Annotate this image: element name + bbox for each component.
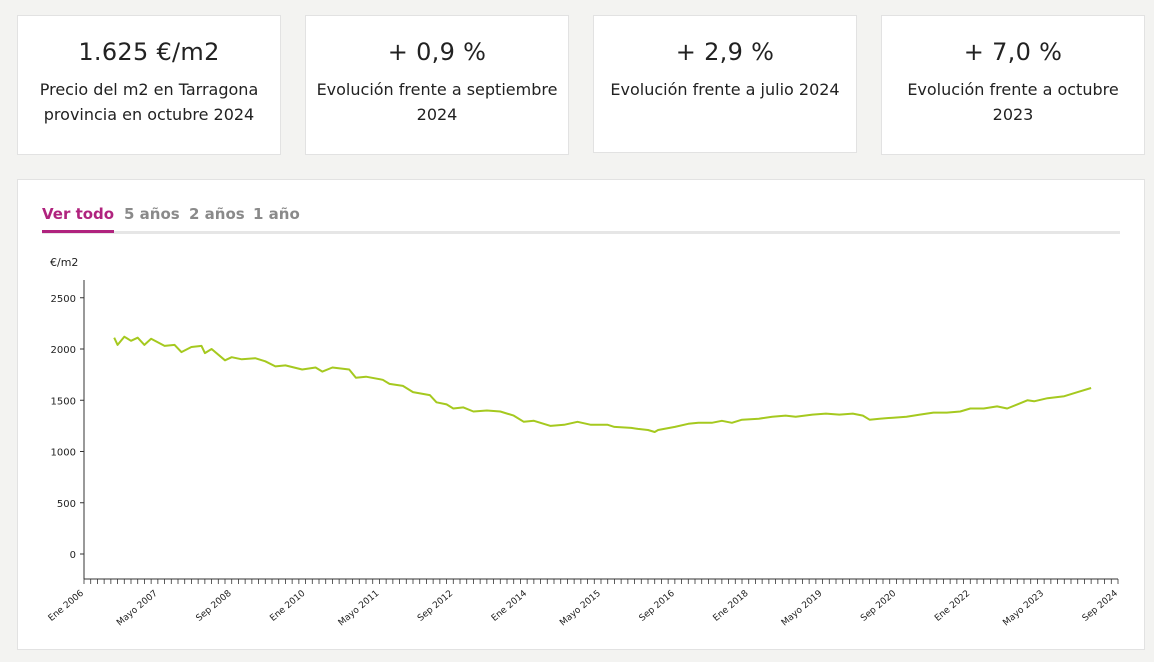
stat-label: Precio del m2 en Tarragona provincia en … (39, 80, 259, 124)
y-tick-label: 2000 (51, 345, 76, 356)
x-tick-label: Ene 2010 (268, 588, 307, 623)
stat-label: Evolución frente a julio 2024 (610, 80, 840, 99)
price-line-chart: €/m2 0 500 1000 1500 2000 2500 Ene 2006 Mayo 200… (47, 256, 1120, 629)
x-tick-label: Ene 2018 (712, 588, 751, 623)
stat-card-quarterly: + 2,9 % Evolución frente a julio 2024 (593, 15, 857, 153)
x-tick-label: Mayo 2023 (1001, 589, 1046, 629)
y-tick-label: 1500 (51, 396, 76, 407)
range-tabs: Ver todo 5 años 2 años 1 año (42, 203, 1120, 234)
x-tick-label: Sep 2012 (416, 589, 455, 624)
x-tick-label: Sep 2020 (859, 588, 898, 623)
tab-2-anos[interactable]: 2 años (189, 205, 245, 223)
stat-card-yearly: + 7,0 % Evolución frente a octubre 2023 (881, 15, 1145, 155)
stat-label: Evolución frente a septiembre 2024 (316, 80, 558, 124)
x-tick-label: Mayo 2019 (780, 588, 825, 628)
stat-value: + 7,0 % (963, 38, 1063, 66)
x-tick-label: Mayo 2011 (337, 589, 382, 629)
x-tick-label: Mayo 2015 (558, 589, 603, 629)
stat-value: 1.625 €/m2 (78, 38, 220, 66)
tab-ver-todo[interactable]: Ver todo (42, 205, 115, 233)
y-tick-label: 1000 (51, 448, 76, 459)
y-tick-label: 0 (70, 550, 76, 561)
x-tick-label: Ene 2022 (933, 589, 972, 624)
stat-card-price: 1.625 €/m2 Precio del m2 en Tarragona pr… (17, 15, 281, 155)
x-tick-label: Ene 2014 (490, 588, 529, 623)
x-tick-label: Mayo 2007 (115, 589, 160, 629)
tab-1-ano[interactable]: 1 año (253, 205, 300, 223)
chart-panel: Ver todo 5 años 2 años 1 año €/m2 0 500 100… (17, 179, 1145, 650)
x-tick-label: Sep 2024 (1081, 588, 1120, 623)
y-axis-label: €/m2 (50, 256, 78, 269)
stat-label: Evolución frente a octubre 2023 (907, 80, 1119, 124)
y-tick-label: 2500 (51, 294, 76, 305)
tab-5-anos[interactable]: 5 años (124, 205, 180, 223)
x-tick-label: Sep 2016 (638, 588, 677, 623)
stat-value: + 2,9 % (675, 38, 775, 66)
price-series-line (113, 335, 1092, 433)
x-tick-label: Ene 2006 (47, 588, 86, 623)
stat-value: + 0,9 % (387, 38, 487, 66)
x-tick-label: Sep 2008 (194, 588, 233, 623)
stat-card-monthly: + 0,9 % Evolución frente a septiembre 20… (305, 15, 569, 155)
y-tick-label: 500 (57, 499, 76, 510)
